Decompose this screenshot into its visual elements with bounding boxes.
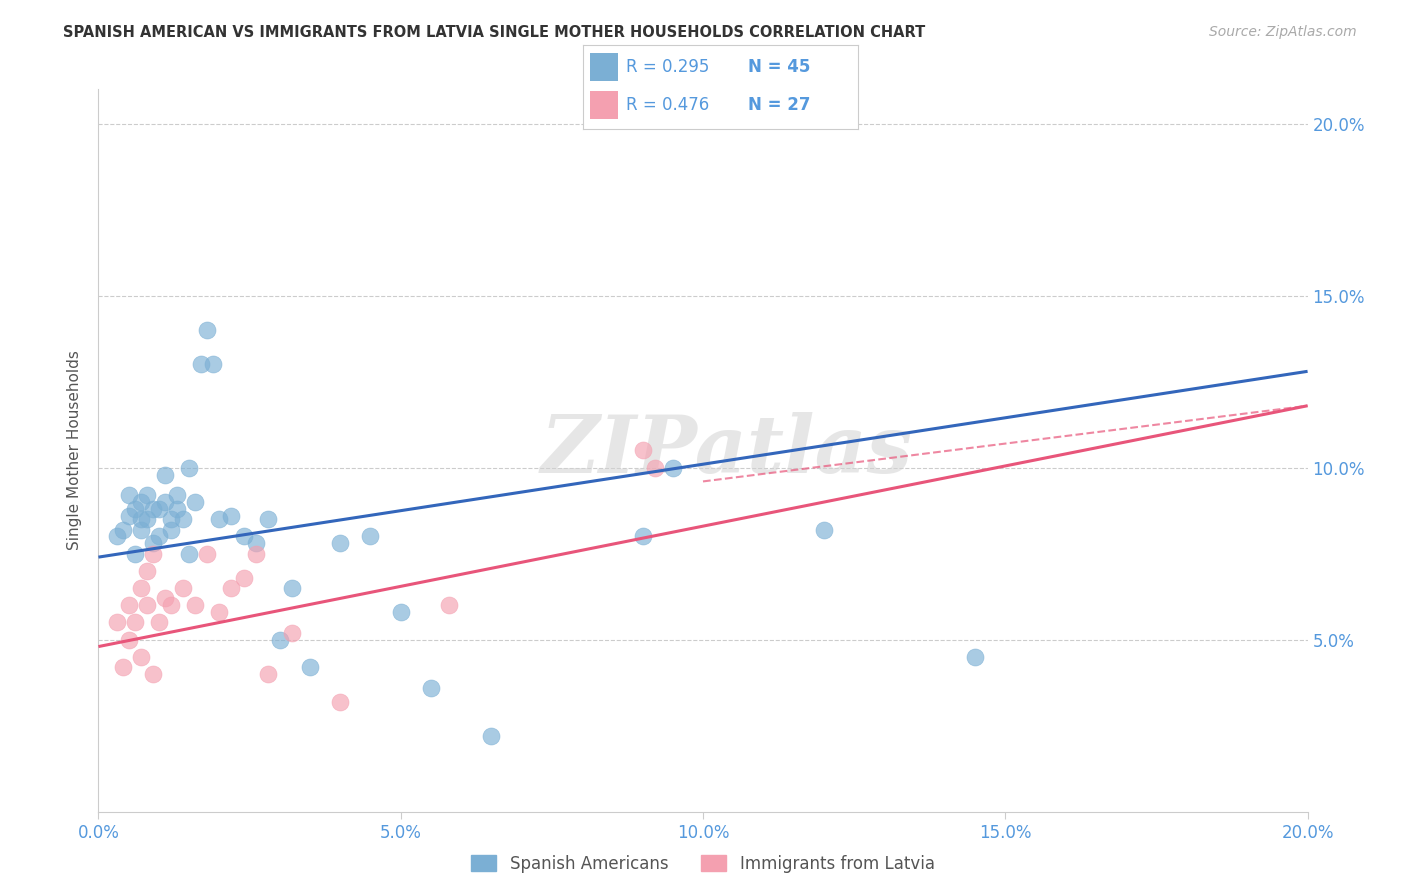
Point	[118, 508, 141, 523]
Point	[129, 649, 152, 664]
Point	[153, 467, 176, 482]
Point	[631, 529, 654, 543]
Point	[148, 615, 170, 630]
Legend: Spanish Americans, Immigrants from Latvia: Spanish Americans, Immigrants from Latvi…	[464, 848, 942, 880]
Point	[184, 495, 207, 509]
Point	[148, 529, 170, 543]
Point	[135, 512, 157, 526]
Text: R = 0.295: R = 0.295	[626, 58, 710, 76]
Point	[135, 488, 157, 502]
Point	[129, 495, 152, 509]
Point	[299, 660, 322, 674]
Point	[661, 460, 683, 475]
Point	[129, 512, 152, 526]
Point	[172, 581, 194, 595]
Point	[420, 681, 443, 695]
Point	[148, 502, 170, 516]
Point	[256, 667, 278, 681]
Point	[166, 488, 188, 502]
Point	[813, 523, 835, 537]
Point	[281, 625, 304, 640]
Point	[129, 581, 152, 595]
Point	[124, 547, 146, 561]
Point	[256, 512, 278, 526]
Point	[221, 508, 243, 523]
Point	[245, 547, 267, 561]
Point	[631, 443, 654, 458]
Y-axis label: Single Mother Households: Single Mother Households	[67, 351, 83, 550]
Point	[179, 460, 201, 475]
Point	[160, 523, 183, 537]
Point	[111, 523, 134, 537]
Point	[118, 599, 141, 613]
Point	[965, 649, 987, 664]
Point	[142, 547, 165, 561]
Text: N = 45: N = 45	[748, 58, 810, 76]
Point	[142, 502, 165, 516]
Point	[190, 358, 212, 372]
Point	[142, 667, 165, 681]
Point	[329, 536, 352, 550]
Point	[202, 358, 225, 372]
Point	[195, 547, 218, 561]
Point	[245, 536, 267, 550]
Point	[329, 695, 352, 709]
Point	[124, 615, 146, 630]
Point	[281, 581, 304, 595]
Point	[105, 529, 128, 543]
Point	[142, 536, 165, 550]
Point	[129, 523, 152, 537]
FancyBboxPatch shape	[591, 54, 617, 81]
Point	[172, 512, 194, 526]
Point	[153, 591, 176, 606]
Point	[153, 495, 176, 509]
Point	[389, 605, 412, 619]
Point	[118, 488, 141, 502]
FancyBboxPatch shape	[591, 91, 617, 120]
Point	[208, 512, 231, 526]
Point	[135, 564, 157, 578]
Text: SPANISH AMERICAN VS IMMIGRANTS FROM LATVIA SINGLE MOTHER HOUSEHOLDS CORRELATION : SPANISH AMERICAN VS IMMIGRANTS FROM LATV…	[63, 25, 925, 40]
Point	[437, 599, 460, 613]
Text: ZIPatlas: ZIPatlas	[541, 412, 914, 489]
Point	[160, 599, 183, 613]
Point	[195, 323, 218, 337]
Point	[208, 605, 231, 619]
Point	[135, 599, 157, 613]
Text: Source: ZipAtlas.com: Source: ZipAtlas.com	[1209, 25, 1357, 39]
Point	[360, 529, 382, 543]
Point	[166, 502, 188, 516]
Text: N = 27: N = 27	[748, 96, 810, 114]
Point	[644, 460, 666, 475]
Point	[160, 512, 183, 526]
Point	[179, 547, 201, 561]
Point	[269, 632, 291, 647]
Point	[111, 660, 134, 674]
Point	[232, 571, 254, 585]
Point	[221, 581, 243, 595]
Point	[481, 729, 503, 743]
Text: R = 0.476: R = 0.476	[626, 96, 709, 114]
Point	[124, 502, 146, 516]
Point	[118, 632, 141, 647]
Point	[105, 615, 128, 630]
Point	[184, 599, 207, 613]
Point	[232, 529, 254, 543]
